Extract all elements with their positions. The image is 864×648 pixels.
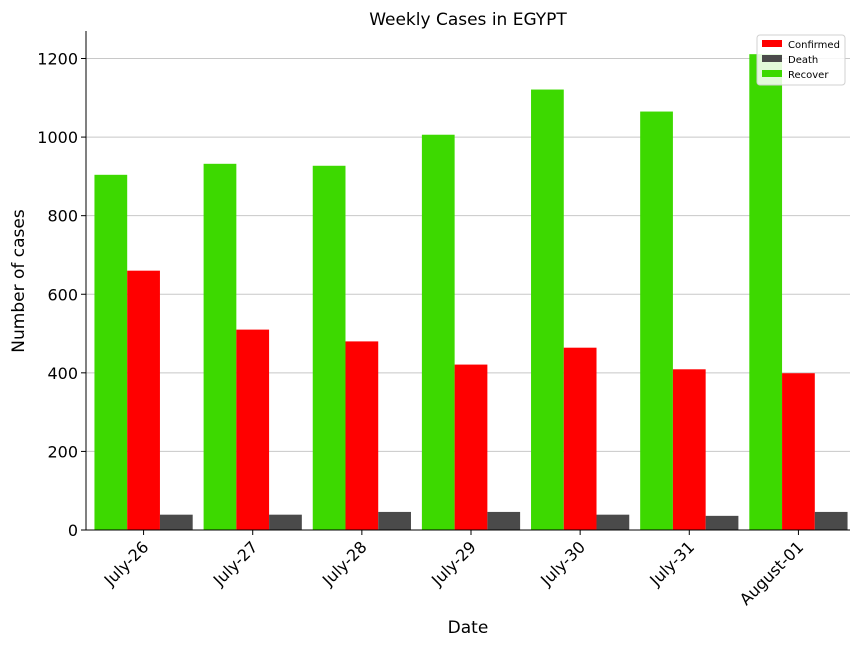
bar-confirmed-july-26 [127, 270, 160, 530]
bar-confirmed-july-29 [454, 364, 488, 530]
x-tick-label: July-29 [427, 537, 480, 590]
bar-death-july-30 [596, 514, 630, 530]
x-axis-label: Date [448, 618, 489, 638]
bar-confirmed-july-27 [236, 329, 270, 530]
bar-confirmed-july-30 [563, 347, 597, 530]
chart-title: Weekly Cases in EGYPT [369, 10, 567, 30]
bar-death-july-26 [159, 514, 193, 530]
x-ticks: July-26 July-27 July-28 July-29 July-30 July-… [100, 530, 808, 609]
x-tick-label: July-30 [536, 537, 589, 590]
x-tick-label: August-01 [736, 537, 808, 609]
bar-recover-july-31 [640, 111, 673, 530]
legend-label-death: Death [788, 55, 818, 66]
bar-recover-july-26 [94, 174, 128, 530]
y-ticks: 0 200 400 600 800 1000 1200 [37, 50, 86, 540]
bar-death-july-31 [705, 515, 739, 530]
bar-confirmed-july-28 [345, 341, 379, 530]
bar-recover-july-28 [312, 165, 346, 530]
x-tick-label: July-28 [318, 537, 371, 590]
legend-label-recover: Recover [788, 70, 829, 81]
axes [85, 31, 850, 531]
y-tick-label: 800 [47, 207, 78, 226]
y-axis-label: Number of cases [9, 209, 29, 353]
legend-label-confirmed: Confirmed [788, 40, 840, 51]
x-tick-label: July-26 [100, 537, 153, 590]
bar-death-july-27 [269, 514, 302, 530]
bar-death-july-29 [487, 511, 521, 530]
y-tick-label: 1000 [37, 128, 78, 147]
legend-swatch-confirmed [762, 40, 782, 47]
x-tick-label: July-31 [645, 537, 698, 590]
legend: Confirmed Death Recover [756, 34, 846, 86]
bar-confirmed-august-01 [782, 373, 815, 530]
y-tick-label: 600 [47, 285, 78, 304]
y-tick-label: 400 [47, 364, 78, 383]
legend-swatch-death [762, 55, 782, 62]
bar-confirmed-july-31 [672, 369, 706, 530]
legend-swatch-recover [762, 70, 782, 77]
y-tick-label: 200 [47, 442, 78, 461]
bar-recover-august-01 [749, 54, 783, 531]
bar-recover-july-29 [421, 134, 455, 531]
bar-death-august-01 [814, 511, 848, 530]
y-tick-label: 1200 [37, 50, 78, 69]
bar-recover-july-30 [531, 89, 564, 530]
x-tick-label: July-27 [209, 537, 262, 590]
bar-recover-july-27 [203, 163, 237, 530]
bar-death-july-28 [378, 511, 411, 530]
bars [94, 54, 848, 531]
y-tick-label: 0 [68, 521, 78, 540]
